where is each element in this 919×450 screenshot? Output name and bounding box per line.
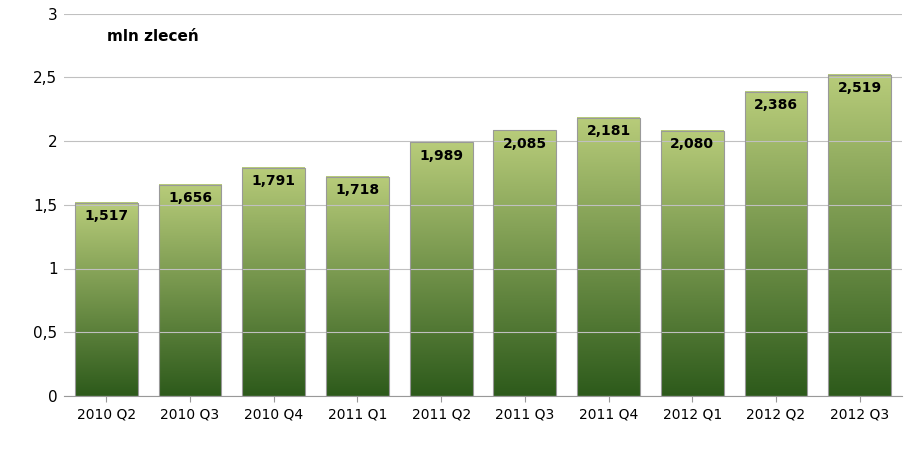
- Text: 1,791: 1,791: [252, 174, 295, 188]
- Text: 2,080: 2,080: [670, 137, 713, 151]
- Bar: [325, 177, 389, 396]
- Text: 1,718: 1,718: [335, 183, 379, 198]
- Bar: [660, 131, 723, 396]
- Text: 2,386: 2,386: [754, 98, 797, 112]
- Text: 1,517: 1,517: [85, 209, 128, 223]
- Text: 2,181: 2,181: [585, 124, 630, 138]
- Bar: [827, 75, 891, 396]
- Bar: [74, 202, 138, 396]
- Text: 2,519: 2,519: [837, 81, 880, 95]
- Bar: [493, 130, 556, 396]
- Bar: [409, 142, 472, 396]
- Text: 1,656: 1,656: [168, 191, 211, 205]
- Text: mln zleceń: mln zleceń: [107, 29, 199, 44]
- Bar: [158, 185, 221, 396]
- Text: 1,989: 1,989: [419, 149, 462, 163]
- Bar: [743, 92, 807, 396]
- Text: 2,085: 2,085: [503, 136, 546, 151]
- Bar: [576, 118, 640, 396]
- Bar: [242, 168, 305, 396]
